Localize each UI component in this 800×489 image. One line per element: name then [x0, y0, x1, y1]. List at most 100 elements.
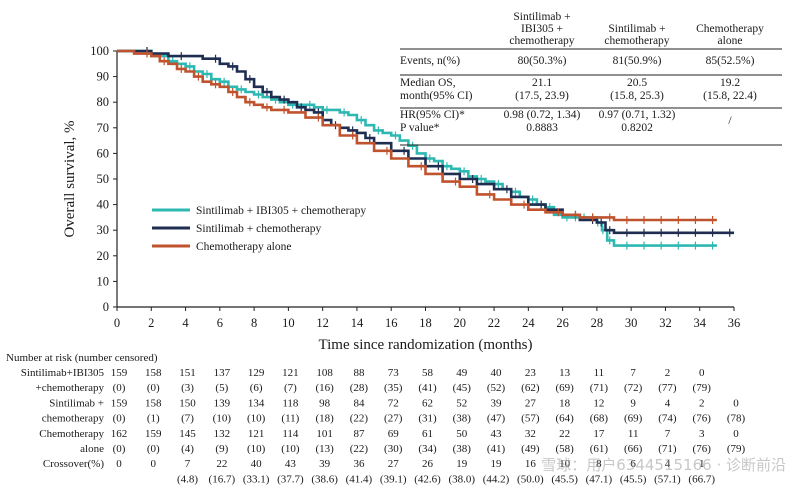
- risk-cell: (77): [658, 382, 677, 394]
- risk-cell: 11: [628, 428, 639, 440]
- results-cell: 19.2: [720, 77, 740, 89]
- results-column-header: chemotherapy: [604, 35, 669, 47]
- risk-cell: (72): [624, 382, 643, 394]
- risk-cell: (79): [693, 382, 712, 394]
- risk-cell: 159: [111, 397, 128, 409]
- risk-cell: (0): [113, 382, 126, 394]
- risk-cell: 27: [525, 397, 537, 409]
- risk-cell: 7: [185, 458, 191, 470]
- risk-cell: (10): [213, 413, 232, 425]
- risk-cell: (0): [113, 413, 126, 425]
- risk-cell: 139: [214, 397, 231, 409]
- x-tick-label: 22: [488, 316, 501, 330]
- risk-cell: 39: [491, 397, 503, 409]
- risk-cell: 158: [145, 367, 162, 379]
- risk-cell: 49: [456, 367, 468, 379]
- x-tick-label: 36: [728, 316, 741, 330]
- chart-legend: Sintilimab + IBI305 + chemotherapy Sintil…: [152, 205, 366, 253]
- results-cell: 0.98 (0.72, 1.34): [504, 109, 581, 121]
- risk-cell: 2: [699, 397, 705, 409]
- risk-cell: (30): [384, 443, 403, 455]
- results-cell: 0.8883: [526, 122, 558, 134]
- risk-row-label: Chemotherapy: [39, 428, 104, 440]
- x-tick-label: 12: [316, 316, 329, 330]
- risk-cell: (78): [727, 413, 746, 425]
- y-tick-label: 0: [103, 300, 109, 314]
- risk-cell: 39: [319, 458, 331, 470]
- risk-cell: (34): [418, 443, 437, 455]
- legend-label: Sintilimab + IBI305 + chemotherapy: [196, 205, 366, 217]
- results-column-header: Sintilimab +: [513, 11, 570, 23]
- risk-cell: (45.5): [620, 473, 647, 485]
- risk-cell: (31): [418, 413, 437, 425]
- results-row-label: Median OS,: [400, 77, 456, 89]
- results-cell: 0.8202: [621, 122, 653, 134]
- risk-cell: (41): [487, 443, 506, 455]
- risk-cell: (45): [453, 382, 472, 394]
- number-at-risk-table: Number at risk (number censored) Sintilim…: [6, 352, 745, 485]
- risk-cell: (39.1): [380, 473, 407, 485]
- risk-cell: 27: [388, 458, 400, 470]
- risk-cell: (37.7): [277, 473, 304, 485]
- risk-cell: 16: [525, 458, 537, 470]
- risk-cell: 72: [388, 397, 399, 409]
- series-line: [117, 49, 717, 222]
- risk-cell: 150: [179, 397, 196, 409]
- x-tick-label: 30: [625, 316, 638, 330]
- y-tick-label: 70: [97, 121, 110, 135]
- risk-cell: (3): [181, 382, 194, 394]
- risk-cell: 19: [456, 458, 468, 470]
- risk-cell: (10): [247, 443, 266, 455]
- risk-cell: (76): [693, 413, 712, 425]
- risk-cell: 2: [665, 367, 671, 379]
- risk-cell: 36: [353, 458, 365, 470]
- y-tick-label: 60: [97, 146, 110, 160]
- x-tick-label: 26: [556, 316, 569, 330]
- risk-cell: (50.0): [517, 473, 544, 485]
- risk-cell: (0): [113, 443, 126, 455]
- risk-cell: 58: [422, 367, 434, 379]
- watermark-text: 雪球：用户6344515166 · 诊断前沿: [541, 456, 786, 474]
- risk-cell: 129: [248, 367, 265, 379]
- results-cell: (15.8, 22.4): [703, 90, 757, 102]
- risk-cell: (5): [215, 382, 228, 394]
- risk-cell: (71): [658, 443, 677, 455]
- risk-cell: (62): [521, 382, 540, 394]
- risk-cell: 40: [491, 367, 503, 379]
- risk-cell: (57): [521, 413, 540, 425]
- x-tick-label: 32: [659, 316, 672, 330]
- results-cell: /: [728, 115, 732, 127]
- risk-cell: 158: [145, 397, 162, 409]
- risk-cell: (38): [453, 413, 472, 425]
- risk-cell: 134: [248, 397, 265, 409]
- risk-cell: (66.7): [688, 473, 715, 485]
- y-axis-title: Overall survival, %: [62, 120, 78, 237]
- risk-cell: (69): [555, 382, 574, 394]
- results-row-label: HR(95% CI)*: [400, 109, 465, 121]
- risk-cell: 1: [699, 458, 705, 470]
- risk-cell: (4.8): [177, 473, 198, 485]
- risk-cell: (16): [316, 382, 335, 394]
- risk-cell: 22: [559, 428, 570, 440]
- risk-cell: 108: [316, 367, 333, 379]
- results-cell: 0.97 (0.71, 1.32): [599, 109, 676, 121]
- results-cell: 81(50.9%): [613, 55, 662, 67]
- x-tick-label: 34: [693, 316, 706, 330]
- results-summary-table: Sintilimab +IBI305 +chemotherapySintilim…: [400, 11, 782, 146]
- risk-cell: 22: [216, 458, 227, 470]
- results-cell: (15.8, 25.3): [610, 90, 664, 102]
- risk-cell: (22): [350, 413, 369, 425]
- risk-cell: (7): [181, 413, 194, 425]
- risk-cell: 62: [422, 397, 433, 409]
- risk-cell: (10): [281, 443, 300, 455]
- risk-cell: 159: [111, 367, 128, 379]
- risk-cell: (27): [384, 413, 403, 425]
- risk-cell: 132: [214, 428, 231, 440]
- risk-cell: (41.4): [346, 473, 373, 485]
- risk-cell: (44.2): [483, 473, 510, 485]
- risk-cell: (0): [147, 382, 160, 394]
- results-row-label: P value*: [400, 122, 440, 134]
- risk-cell: (47): [487, 413, 506, 425]
- risk-row-label: +chemotherapy: [35, 382, 104, 394]
